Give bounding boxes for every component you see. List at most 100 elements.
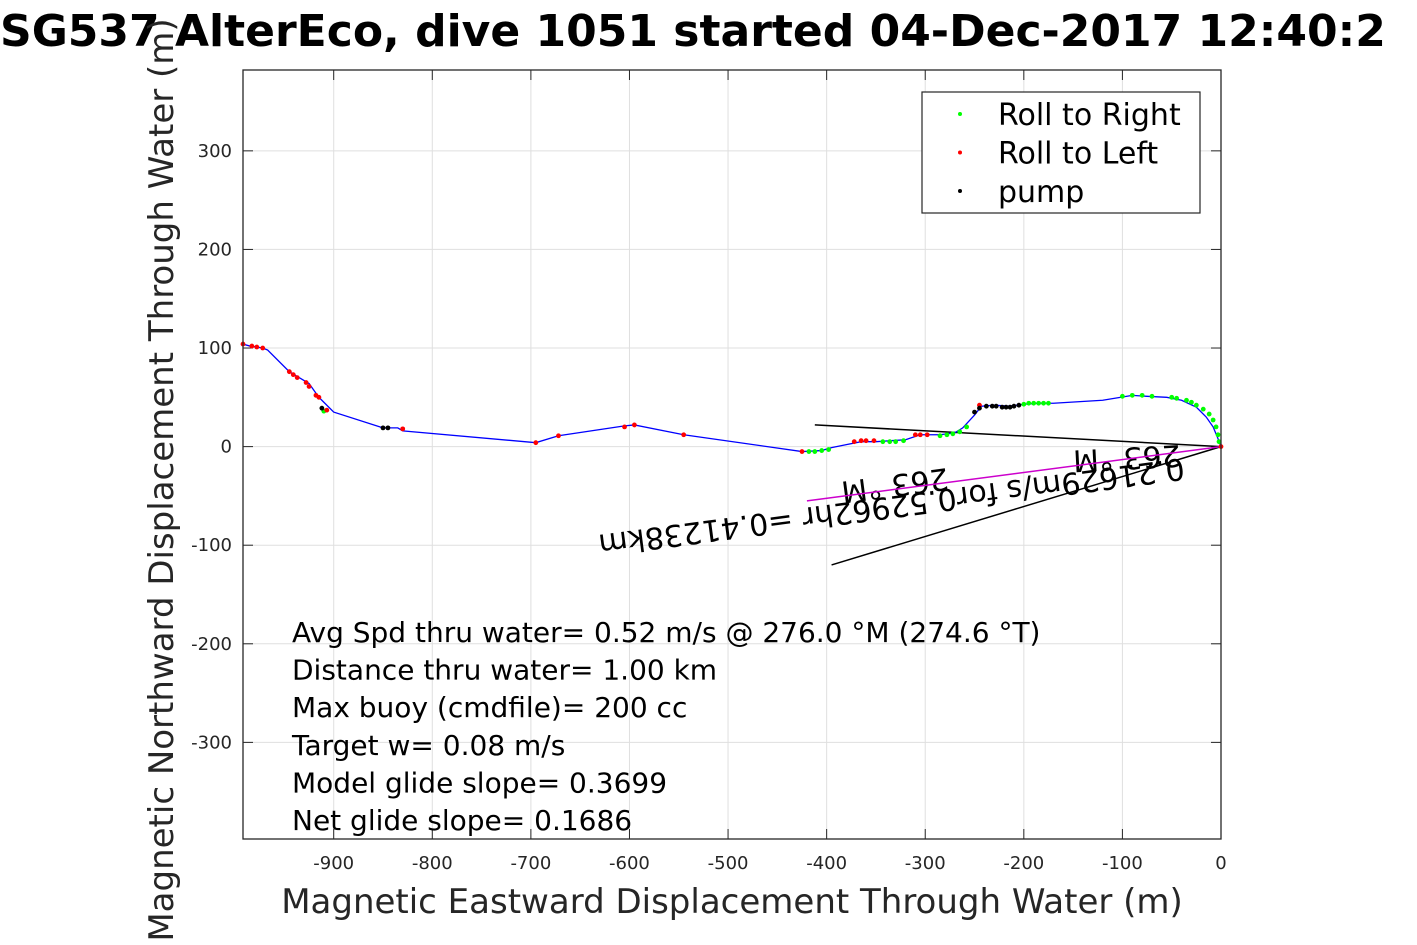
roll-right-point	[1215, 432, 1221, 438]
roll-right-point	[1206, 411, 1212, 417]
roll-right-point	[1169, 394, 1175, 400]
roll-right-point	[819, 448, 825, 453]
pump-point	[977, 405, 982, 411]
roll-left-point	[799, 449, 805, 454]
x-tick-label: -100	[1102, 853, 1143, 874]
roll-right-point	[1193, 402, 1199, 408]
roll-left-point	[851, 439, 857, 445]
markers	[240, 341, 1224, 454]
pump-point	[983, 403, 989, 409]
x-tick-label: -300	[905, 853, 946, 874]
roll-left-point	[249, 343, 255, 349]
roll-right-point	[1139, 392, 1145, 398]
pump-point	[1016, 402, 1022, 408]
roll-right-point	[826, 447, 832, 452]
roll-right-point	[1026, 400, 1032, 406]
pump-point	[972, 409, 977, 415]
reference-line	[814, 424, 1222, 448]
x-tick-label: -500	[708, 853, 749, 874]
x-tick-label: -400	[806, 853, 847, 874]
roll-right-point	[1129, 392, 1135, 398]
grid	[243, 70, 1222, 839]
roll-right-point	[1031, 400, 1037, 406]
legend-label: pump	[998, 175, 1084, 210]
roll-right-point	[887, 439, 893, 445]
roll-right-point	[1174, 395, 1180, 401]
x-tick-label: -900	[313, 853, 354, 874]
roll-left-point	[622, 424, 627, 430]
axes-frame	[242, 69, 1222, 840]
pump-point	[989, 403, 995, 409]
pump-point	[385, 425, 391, 431]
roll-right-point	[1120, 393, 1125, 399]
y-tick-label: 100	[198, 338, 232, 359]
roll-left-point	[871, 438, 877, 444]
stats-line: Net glide slope= 0.1686	[292, 804, 632, 837]
pump-point	[993, 403, 999, 409]
pump-point	[1003, 404, 1009, 410]
legend-box	[921, 91, 1201, 214]
roll-left-point	[681, 432, 687, 438]
legend-marker	[958, 189, 962, 193]
roll-right-point	[901, 438, 906, 444]
roll-left-point	[858, 438, 864, 444]
roll-right-point	[1216, 439, 1222, 445]
roll-right-point	[964, 424, 970, 430]
reference-line	[831, 445, 1222, 566]
roll-left-point	[286, 369, 292, 375]
pump-point	[380, 425, 386, 431]
roll-right-point	[1021, 401, 1027, 407]
x-tick-label: 0	[1215, 853, 1226, 874]
roll-left-point	[912, 432, 918, 438]
roll-left-point	[556, 433, 561, 439]
roll-right-point	[957, 429, 963, 435]
roll-left-point	[260, 345, 266, 351]
roll-right-point	[812, 449, 818, 454]
roll-left-point	[306, 384, 312, 389]
x-tick-label: -200	[1003, 853, 1044, 874]
roll-left-point	[924, 432, 930, 438]
x-tick-label: -600	[609, 853, 650, 874]
y-tick-label: 0	[221, 437, 232, 458]
roll-left-point	[303, 380, 309, 385]
stats-line: Avg Spd thru water= 0.52 m/s @ 276.0 °M …	[292, 616, 1040, 649]
x-axis-label: Magnetic Eastward Displacement Through W…	[281, 882, 1183, 922]
pump-point	[1007, 404, 1013, 410]
roll-left-point	[294, 375, 300, 380]
roll-right-point	[1189, 399, 1194, 405]
roll-right-point	[1210, 417, 1216, 423]
legend-label: Roll to Left	[998, 137, 1158, 172]
roll-right-point	[1041, 400, 1046, 406]
roll-right-point	[1036, 400, 1042, 406]
x-tick-label: -700	[510, 853, 551, 874]
track	[242, 343, 1222, 453]
y-tick-label: -200	[191, 634, 232, 655]
reference-line	[806, 445, 1222, 502]
pump-point	[319, 405, 325, 411]
roll-right-point	[950, 431, 956, 437]
roll-left-point	[316, 394, 322, 400]
chart-title: SG537 AlterEco, dive 1051 started 04-Dec…	[0, 6, 1386, 57]
roll-left-point	[631, 422, 637, 428]
pump-point	[1011, 403, 1017, 409]
stats-text: Avg Spd thru water= 0.52 m/s @ 276.0 °M …	[291, 616, 1040, 837]
stats-line: Max buoy (cmdfile)= 200 cc	[292, 691, 687, 724]
roll-right-point	[1184, 397, 1189, 403]
reference-lines	[806, 424, 1222, 566]
roll-right-point	[1149, 393, 1155, 399]
x-tick-label: -800	[412, 853, 453, 874]
roll-right-point	[1200, 406, 1206, 412]
y-tick-label: 300	[198, 141, 232, 162]
y-axis-label: Magnetic Northward Displacement Through …	[142, 18, 182, 941]
stats-line: Distance thru water= 1.00 km	[292, 654, 717, 687]
roll-right-point	[1046, 400, 1051, 406]
pump-point	[999, 404, 1005, 410]
roll-right-point	[806, 449, 812, 454]
roll-left-point	[290, 372, 296, 378]
roll-right-point	[937, 433, 943, 439]
roll-left-point	[863, 438, 869, 444]
x-tick-labels: -900 -800 -700 -600 -500 -400 -300 -200 -100 0	[313, 853, 1226, 874]
